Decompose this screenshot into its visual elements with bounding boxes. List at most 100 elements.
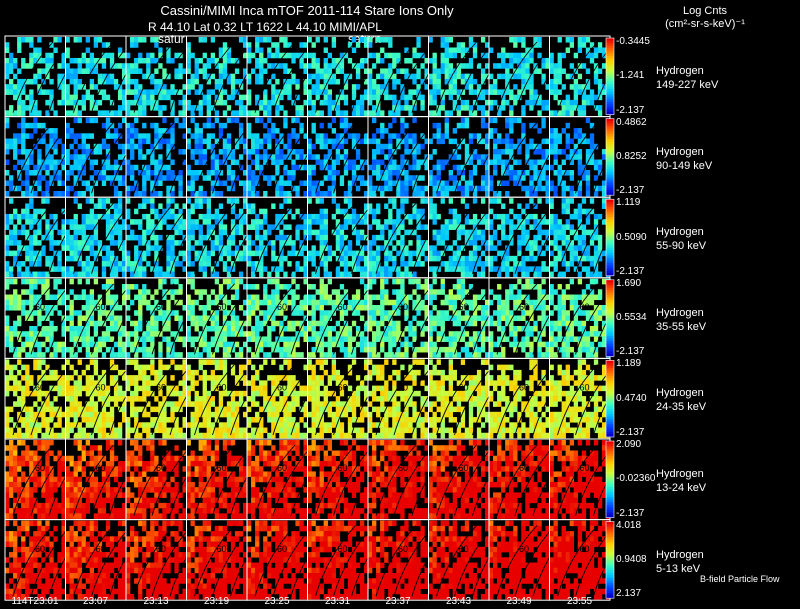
heatmap-cell	[355, 310, 361, 316]
heatmap-cell	[351, 294, 357, 301]
heatmap-cell	[206, 341, 211, 348]
heatmap-cell	[117, 47, 123, 54]
heatmap-cell	[134, 284, 139, 290]
heatmap-cell	[444, 73, 449, 80]
heatmap-cell	[351, 84, 357, 90]
heatmap-cell	[295, 261, 300, 267]
heatmap-cell	[420, 245, 425, 251]
heatmap-cell	[25, 180, 30, 187]
heatmap-cell	[299, 320, 304, 327]
heatmap-cell	[347, 185, 353, 192]
heatmap-cell	[210, 57, 216, 64]
heatmap-cell	[17, 42, 22, 48]
colorbar-segment	[606, 167, 614, 171]
heatmap-cell	[85, 154, 90, 160]
heatmap-cell	[440, 278, 445, 285]
heatmap-cell	[138, 84, 143, 90]
heatmap-cell	[509, 138, 514, 145]
heatmap-cell	[291, 185, 296, 192]
heatmap-cell	[468, 175, 474, 181]
heatmap-cell	[154, 320, 159, 327]
heatmap-cell	[432, 133, 437, 139]
heatmap-cell	[376, 294, 381, 301]
heatmap-cell	[501, 266, 506, 272]
heatmap-cell	[424, 240, 429, 246]
heatmap-cell	[33, 170, 38, 176]
heatmap-cell	[311, 320, 316, 327]
heatmap-cell	[331, 305, 337, 311]
heatmap-cell	[85, 325, 90, 332]
heatmap-cell	[13, 320, 18, 327]
heatmap-cell	[142, 122, 147, 129]
heatmap-cell	[37, 68, 42, 74]
heatmap-cell	[57, 175, 62, 181]
heatmap-cell	[53, 133, 58, 139]
heatmap-cell	[400, 284, 405, 290]
heatmap-cell	[105, 208, 111, 215]
heatmap-cell	[5, 89, 10, 95]
heatmap-cell	[150, 234, 155, 241]
heatmap-cell	[392, 84, 397, 90]
heatmap-cell	[53, 190, 58, 197]
heatmap-cell	[533, 185, 538, 192]
heatmap-cell	[388, 234, 393, 241]
heatmap-cell	[521, 271, 526, 278]
heatmap-cell	[263, 320, 268, 327]
field-contour	[133, 122, 175, 194]
heatmap-cell	[162, 138, 167, 145]
heatmap-cell	[472, 224, 478, 230]
heatmap-cell	[585, 208, 591, 215]
heatmap-cell	[25, 149, 30, 155]
heatmap-cell	[577, 84, 583, 90]
heatmap-cell	[49, 240, 54, 246]
colorbar-segment	[606, 43, 614, 47]
heatmap-cell	[126, 341, 131, 348]
heatmap-cell	[198, 203, 203, 209]
heatmap-cell	[444, 37, 449, 43]
heatmap-cell	[323, 325, 328, 332]
heatmap-cell	[436, 105, 441, 111]
heatmap-cell	[581, 250, 587, 257]
heatmap-cell	[182, 250, 187, 257]
colorbar-segment	[606, 263, 614, 266]
heatmap-cell	[388, 52, 393, 59]
heatmap-cell	[271, 133, 276, 139]
heatmap-cell	[416, 143, 421, 150]
heatmap-cell	[513, 52, 518, 59]
heatmap-cell	[222, 138, 228, 145]
heatmap-cell	[65, 68, 70, 74]
heatmap-cell	[117, 341, 123, 348]
heatmap-cell	[376, 99, 381, 106]
heatmap-cell	[158, 284, 163, 290]
heatmap-cell	[517, 138, 522, 145]
heatmap-cell	[355, 63, 361, 69]
heatmap-cell	[565, 110, 570, 116]
heatmap-cell	[456, 229, 462, 236]
panel-r1-c2	[126, 117, 211, 197]
heatmap-cell	[85, 299, 90, 306]
heatmap-cell	[416, 255, 421, 262]
heatmap-cell	[533, 240, 538, 246]
heatmap-cell	[319, 261, 324, 267]
heatmap-cell	[29, 271, 34, 278]
heatmap-cell	[275, 289, 280, 295]
heatmap-cell	[142, 180, 147, 187]
heatmap-cell	[384, 278, 389, 285]
heatmap-cell	[238, 250, 244, 257]
heatmap-cell	[142, 289, 147, 295]
heatmap-cell	[113, 63, 119, 69]
heatmap-cell	[247, 284, 252, 290]
heatmap-cell	[581, 63, 587, 69]
heatmap-cell	[448, 170, 453, 176]
heatmap-cell	[368, 99, 373, 106]
heatmap-cell	[363, 271, 369, 278]
heatmap-cell	[456, 224, 462, 230]
heatmap-cell	[392, 305, 397, 311]
heatmap-cell	[267, 52, 272, 59]
heatmap-cell	[13, 138, 18, 145]
heatmap-cell	[484, 110, 490, 116]
heatmap-cell	[242, 143, 248, 150]
heatmap-cell	[255, 117, 260, 124]
heatmap-cell	[299, 110, 304, 116]
heatmap-cell	[513, 37, 518, 43]
